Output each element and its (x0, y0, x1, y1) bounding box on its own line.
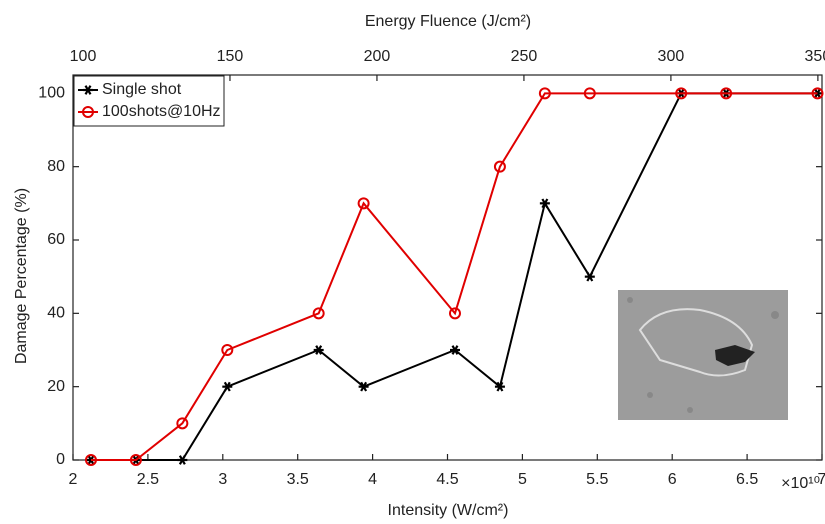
marker (312, 307, 325, 320)
marker (583, 87, 596, 100)
marker-stroke (360, 381, 368, 392)
x-tick-label: 5 (518, 471, 527, 488)
y-tick-label: 80 (47, 158, 65, 175)
x2-axis-label: Energy Fluence (J/cm²) (365, 13, 531, 30)
marker (449, 345, 460, 355)
x2-tick-label: 350 (805, 48, 825, 65)
x2-tick-label: 250 (511, 48, 538, 65)
marker-stroke (178, 455, 186, 465)
x-tick-label: 7 (818, 471, 825, 488)
legend-label: Single shot (102, 81, 182, 98)
y-tick-label: 40 (47, 305, 65, 322)
marker (83, 85, 93, 95)
marker (720, 87, 733, 100)
marker (357, 197, 370, 210)
marker (358, 381, 369, 392)
marker (448, 307, 461, 320)
marker (221, 344, 234, 356)
marker (494, 381, 505, 392)
x2-tick-label: 150 (217, 48, 244, 65)
x-tick-label: 3.5 (287, 471, 309, 488)
x-tick-label: 4 (368, 471, 377, 488)
x-tick-label: 4.5 (436, 471, 458, 488)
marker-stroke (496, 381, 504, 392)
marker (84, 454, 97, 466)
marker-stroke (451, 345, 459, 355)
series-line (90, 92, 818, 461)
marker (313, 345, 324, 355)
y-tick-label: 60 (47, 231, 65, 248)
marker-stroke (541, 198, 549, 209)
inset-photo (618, 290, 788, 420)
x2-tick-label: 200 (364, 48, 391, 65)
marker (584, 271, 595, 282)
marker (811, 87, 824, 100)
x-tick-label: 2.5 (137, 471, 159, 488)
marker (82, 106, 94, 118)
marker (539, 198, 550, 209)
marker-stroke (84, 85, 92, 95)
x-tick-label: 6.5 (736, 471, 758, 488)
marker (177, 455, 188, 465)
marker (675, 87, 688, 100)
marker (493, 160, 506, 173)
x-tick-label: 2 (69, 471, 78, 488)
marker (129, 454, 142, 466)
x-multiplier: ×10¹⁰ (781, 475, 820, 492)
legend-box (73, 75, 225, 127)
legend-label: 100shots@10Hz (102, 103, 221, 120)
marker (176, 417, 189, 430)
y-axis-label: Damage Percentage (%) (13, 188, 30, 364)
y-tick-label: 20 (47, 378, 65, 395)
x2-tick-label: 100 (70, 48, 97, 65)
x-tick-label: 5.5 (586, 471, 608, 488)
x-axis-label: Intensity (W/cm²) (388, 502, 509, 519)
marker-stroke (586, 271, 594, 282)
x-tick-label: 3 (218, 471, 227, 488)
marker (222, 381, 233, 392)
marker (538, 87, 551, 100)
x2-tick-label: 300 (658, 48, 685, 65)
marker-stroke (315, 345, 323, 355)
marker-stroke (223, 381, 231, 392)
y-tick-label: 100 (38, 85, 65, 102)
y-tick-label: 0 (56, 451, 65, 468)
x-tick-label: 6 (668, 471, 677, 488)
